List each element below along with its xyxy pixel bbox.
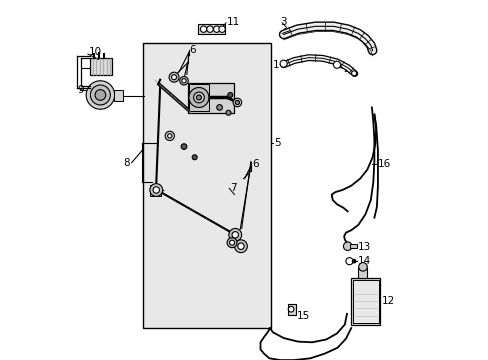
Bar	[150, 190, 161, 196]
Circle shape	[225, 110, 230, 115]
Circle shape	[235, 100, 239, 105]
Text: 2: 2	[343, 64, 349, 74]
Bar	[150, 185, 160, 190]
Text: 14: 14	[357, 256, 370, 266]
Text: 5: 5	[273, 138, 280, 148]
Circle shape	[232, 231, 238, 238]
Circle shape	[213, 26, 220, 32]
Circle shape	[216, 105, 222, 110]
Circle shape	[171, 75, 176, 80]
Circle shape	[351, 260, 355, 263]
Text: 6: 6	[189, 45, 196, 55]
Circle shape	[200, 26, 206, 32]
Circle shape	[288, 306, 293, 312]
Circle shape	[234, 240, 247, 253]
Circle shape	[196, 95, 201, 100]
Text: 9: 9	[77, 85, 84, 95]
Circle shape	[228, 229, 241, 241]
Circle shape	[182, 78, 186, 83]
Circle shape	[95, 90, 105, 100]
Circle shape	[181, 144, 186, 149]
Text: 4: 4	[280, 28, 286, 39]
Circle shape	[165, 131, 174, 140]
Bar	[187, 82, 233, 113]
Circle shape	[192, 155, 197, 160]
Circle shape	[227, 93, 232, 98]
Circle shape	[180, 76, 188, 85]
Text: 7: 7	[230, 183, 236, 193]
Text: 1: 1	[272, 60, 279, 70]
Bar	[114, 90, 122, 101]
Circle shape	[90, 85, 110, 105]
Circle shape	[345, 258, 352, 265]
Circle shape	[149, 184, 163, 197]
Circle shape	[343, 242, 351, 251]
Circle shape	[280, 60, 286, 67]
Circle shape	[188, 87, 208, 107]
Circle shape	[233, 98, 241, 107]
Circle shape	[167, 134, 172, 138]
Bar	[352, 280, 378, 323]
Circle shape	[169, 72, 179, 82]
Text: 10: 10	[88, 47, 102, 57]
Circle shape	[229, 240, 234, 245]
Circle shape	[358, 262, 366, 271]
Circle shape	[86, 81, 114, 109]
Circle shape	[226, 238, 237, 248]
Text: 15: 15	[297, 311, 310, 321]
Bar	[287, 304, 295, 315]
Bar	[198, 24, 224, 35]
Circle shape	[219, 26, 225, 32]
Text: 8: 8	[123, 158, 130, 168]
Text: 11: 11	[226, 17, 240, 27]
Bar	[349, 244, 356, 248]
Circle shape	[333, 61, 340, 68]
Circle shape	[153, 187, 159, 193]
Bar	[143, 44, 271, 328]
Text: 12: 12	[381, 296, 394, 306]
Bar	[350, 278, 380, 324]
Circle shape	[193, 92, 204, 103]
Circle shape	[351, 71, 356, 76]
Bar	[89, 58, 112, 76]
Circle shape	[206, 26, 213, 32]
Text: 6: 6	[252, 159, 259, 169]
Text: 13: 13	[357, 242, 370, 252]
Text: 16: 16	[377, 159, 390, 170]
Text: 3: 3	[280, 17, 286, 27]
Circle shape	[237, 243, 244, 249]
Bar	[358, 267, 366, 278]
Bar	[189, 84, 208, 111]
